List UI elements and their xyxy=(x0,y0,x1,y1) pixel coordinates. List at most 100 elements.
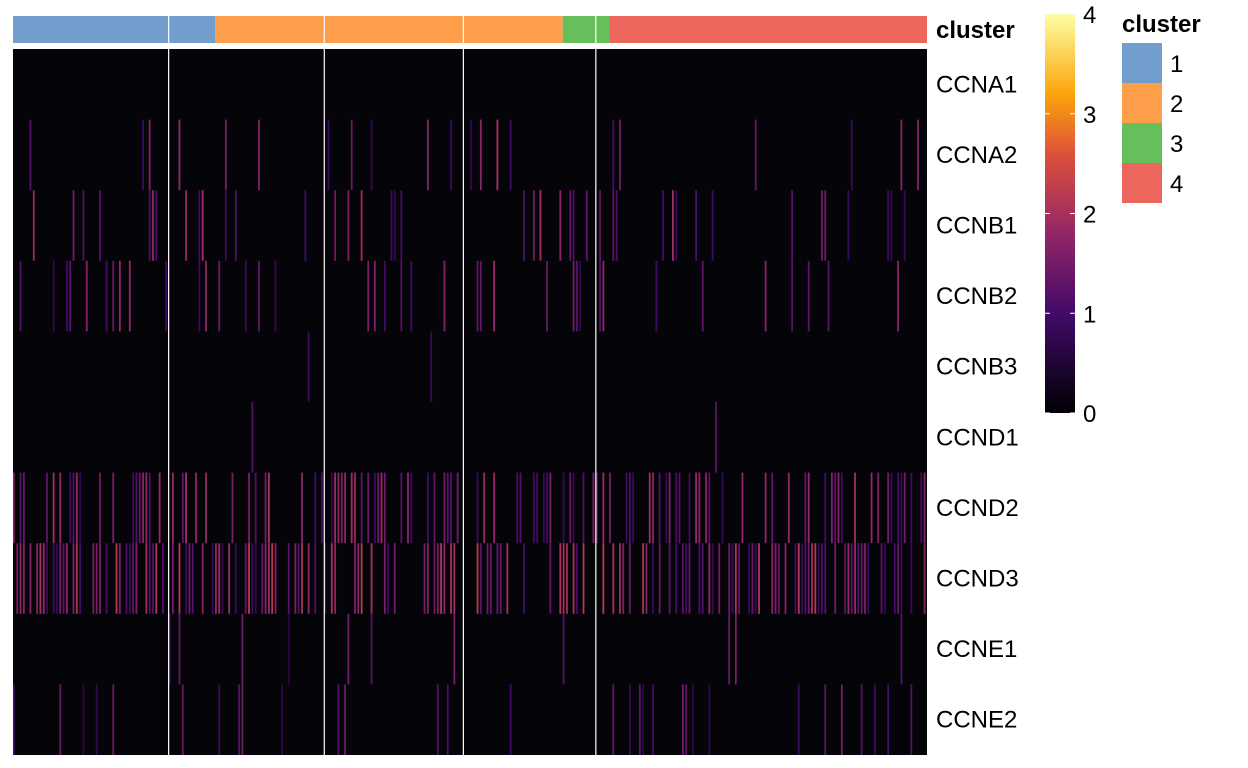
heatmap-cell xyxy=(738,543,741,614)
heatmap-cell xyxy=(195,472,197,544)
heatmap-cell xyxy=(244,260,247,332)
heatmap-cell xyxy=(771,543,774,614)
heatmap-cell xyxy=(854,472,856,544)
heatmap-cell xyxy=(426,472,429,544)
heatmap-cell xyxy=(443,260,446,332)
heatmap-cell xyxy=(191,543,194,614)
heatmap-cell xyxy=(509,684,512,755)
heatmap-cell xyxy=(360,472,363,544)
annotation-title: cluster xyxy=(936,17,1015,44)
heatmap-cell xyxy=(470,119,472,191)
gene-label-ccnd1: CCND1 xyxy=(936,424,1019,451)
heatmap-cell xyxy=(897,260,900,332)
heatmap-cell xyxy=(681,543,684,614)
legend-swatch-1 xyxy=(1122,43,1162,83)
heatmap-cell xyxy=(224,190,227,261)
heatmap-cell xyxy=(185,472,188,544)
heatmap-cell xyxy=(496,119,499,191)
heatmap-cell xyxy=(619,119,621,191)
legend-swatch-4 xyxy=(1122,163,1162,203)
heatmap-cell xyxy=(675,543,678,614)
annotation-segment-4 xyxy=(609,16,927,43)
heatmap-cell xyxy=(436,684,439,755)
heatmap-cell xyxy=(721,472,724,544)
heatmap-cell xyxy=(850,119,853,191)
heatmap-cell xyxy=(145,472,148,544)
heatmap-cell xyxy=(324,543,327,614)
colorbar-tick-label: 0 xyxy=(1083,401,1096,428)
heatmap-cell xyxy=(496,543,499,614)
heatmap-cell xyxy=(569,472,572,544)
heatmap-cell xyxy=(344,684,346,755)
heatmap-cell xyxy=(254,472,257,544)
heatmap-cell xyxy=(82,684,85,755)
heatmap-cell xyxy=(748,543,750,614)
heatmap-cell xyxy=(857,543,860,614)
heatmap-cell xyxy=(274,543,277,614)
heatmap-cell xyxy=(880,543,883,614)
heatmap-cell xyxy=(16,543,19,614)
heatmap-cell xyxy=(327,119,330,191)
heatmap-cell xyxy=(920,472,923,544)
heatmap-cell xyxy=(304,190,307,261)
heatmap-cell xyxy=(162,543,164,614)
heatmap-cell xyxy=(824,684,827,755)
heatmap-cell xyxy=(506,543,509,614)
legend-entries: 1 2 3 4 xyxy=(1122,43,1183,203)
heatmap-cell xyxy=(900,543,903,614)
heatmap-cell xyxy=(347,613,350,685)
heatmap-cell xyxy=(426,543,429,614)
heatmap-cell xyxy=(387,543,390,614)
heatmap-cell xyxy=(370,613,373,685)
heatmap-cell xyxy=(205,472,207,544)
heatmap-cell xyxy=(142,119,144,191)
heatmap-cell xyxy=(708,472,711,544)
heatmap-cell xyxy=(215,543,217,614)
heatmap-cell xyxy=(400,260,403,332)
heatmap-cell xyxy=(410,472,413,544)
heatmap-cell xyxy=(741,472,744,544)
heatmap-cell xyxy=(917,119,919,191)
heatmap-cell xyxy=(181,684,184,755)
heatmap-cell xyxy=(65,260,68,332)
heatmap-cell xyxy=(19,472,22,544)
heatmap-cell xyxy=(592,472,595,544)
heatmap-cell xyxy=(75,543,78,614)
legend-label-2: 2 xyxy=(1170,91,1183,118)
heatmap-cell xyxy=(135,543,138,614)
heatmap-cell xyxy=(125,543,128,614)
heatmap-cell xyxy=(890,472,893,544)
heatmap-cell xyxy=(152,190,154,261)
heatmap-cell xyxy=(241,613,244,685)
heatmap-cell xyxy=(705,472,707,544)
heatmap-cell xyxy=(834,472,837,544)
legend-label-3: 3 xyxy=(1170,131,1183,158)
heatmap-cell xyxy=(711,543,714,614)
heatmap-cell xyxy=(619,543,621,614)
heatmap-cell xyxy=(178,119,181,191)
heatmap-cell xyxy=(128,260,131,332)
heatmap-cell xyxy=(105,543,108,614)
heatmap-cell xyxy=(138,472,141,544)
heatmap-cell xyxy=(575,260,578,332)
heatmap-cell xyxy=(715,402,717,473)
heatmap-cell xyxy=(99,472,101,544)
heatmap-cell xyxy=(874,684,876,755)
heatmap-cell xyxy=(334,190,337,261)
annotation-segment-3 xyxy=(562,16,610,43)
heatmap-cell xyxy=(532,472,535,544)
heatmap-cell xyxy=(450,543,452,614)
heatmap-cell xyxy=(698,543,701,614)
heatmap-cell xyxy=(559,543,562,614)
heatmap-cell xyxy=(519,472,522,544)
heatmap-cell xyxy=(231,472,234,544)
heatmap-cell xyxy=(79,543,82,614)
heatmap-cell xyxy=(602,472,605,544)
heatmap-cell xyxy=(708,684,711,755)
heatmap-cell xyxy=(118,543,121,614)
heatmap-cell xyxy=(582,543,585,614)
heatmap-cell xyxy=(337,472,340,544)
heatmap-cell xyxy=(609,472,611,544)
heatmap-cell xyxy=(897,543,900,614)
heatmap-cell xyxy=(29,543,32,614)
